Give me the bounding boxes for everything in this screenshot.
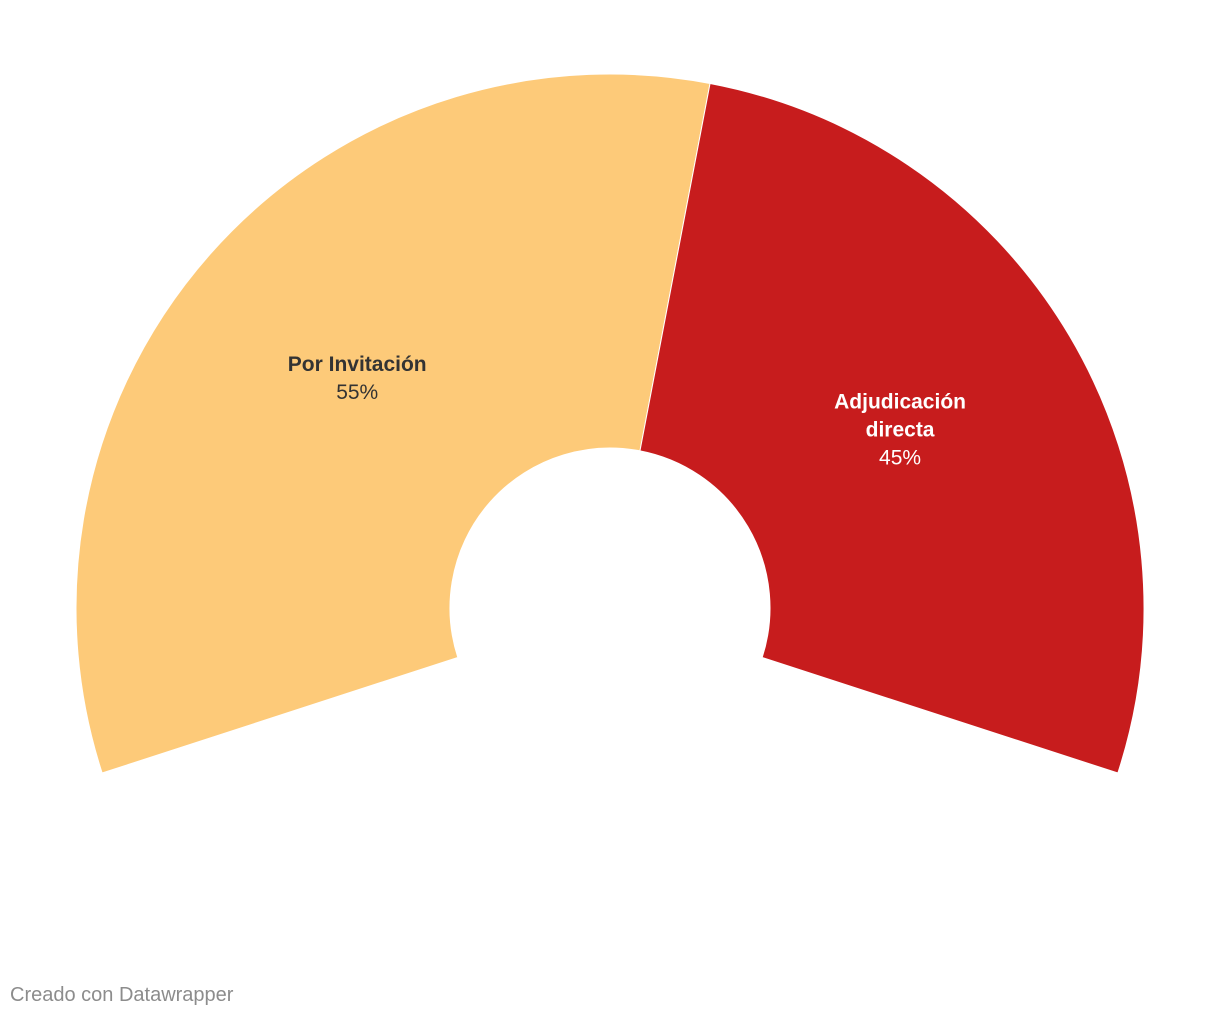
slice-label-1: Por Invitación bbox=[288, 353, 427, 376]
slice-2[interactable] bbox=[639, 82, 1145, 774]
chart-labels: Por Invitación 55% Adjudicación directa 45% bbox=[288, 353, 966, 469]
datawrapper-credit[interactable]: Creado con Datawrapper bbox=[10, 984, 234, 1006]
slice-value-2: 45% bbox=[879, 446, 921, 469]
slice-label-2: Adjudicación directa bbox=[834, 390, 966, 441]
slice-value-1: 55% bbox=[336, 381, 378, 404]
chart-slices bbox=[75, 73, 1145, 774]
slice-1[interactable] bbox=[75, 73, 711, 774]
semi-donut-chart: Por Invitación 55% Adjudicación directa 45% bbox=[75, 73, 1145, 774]
